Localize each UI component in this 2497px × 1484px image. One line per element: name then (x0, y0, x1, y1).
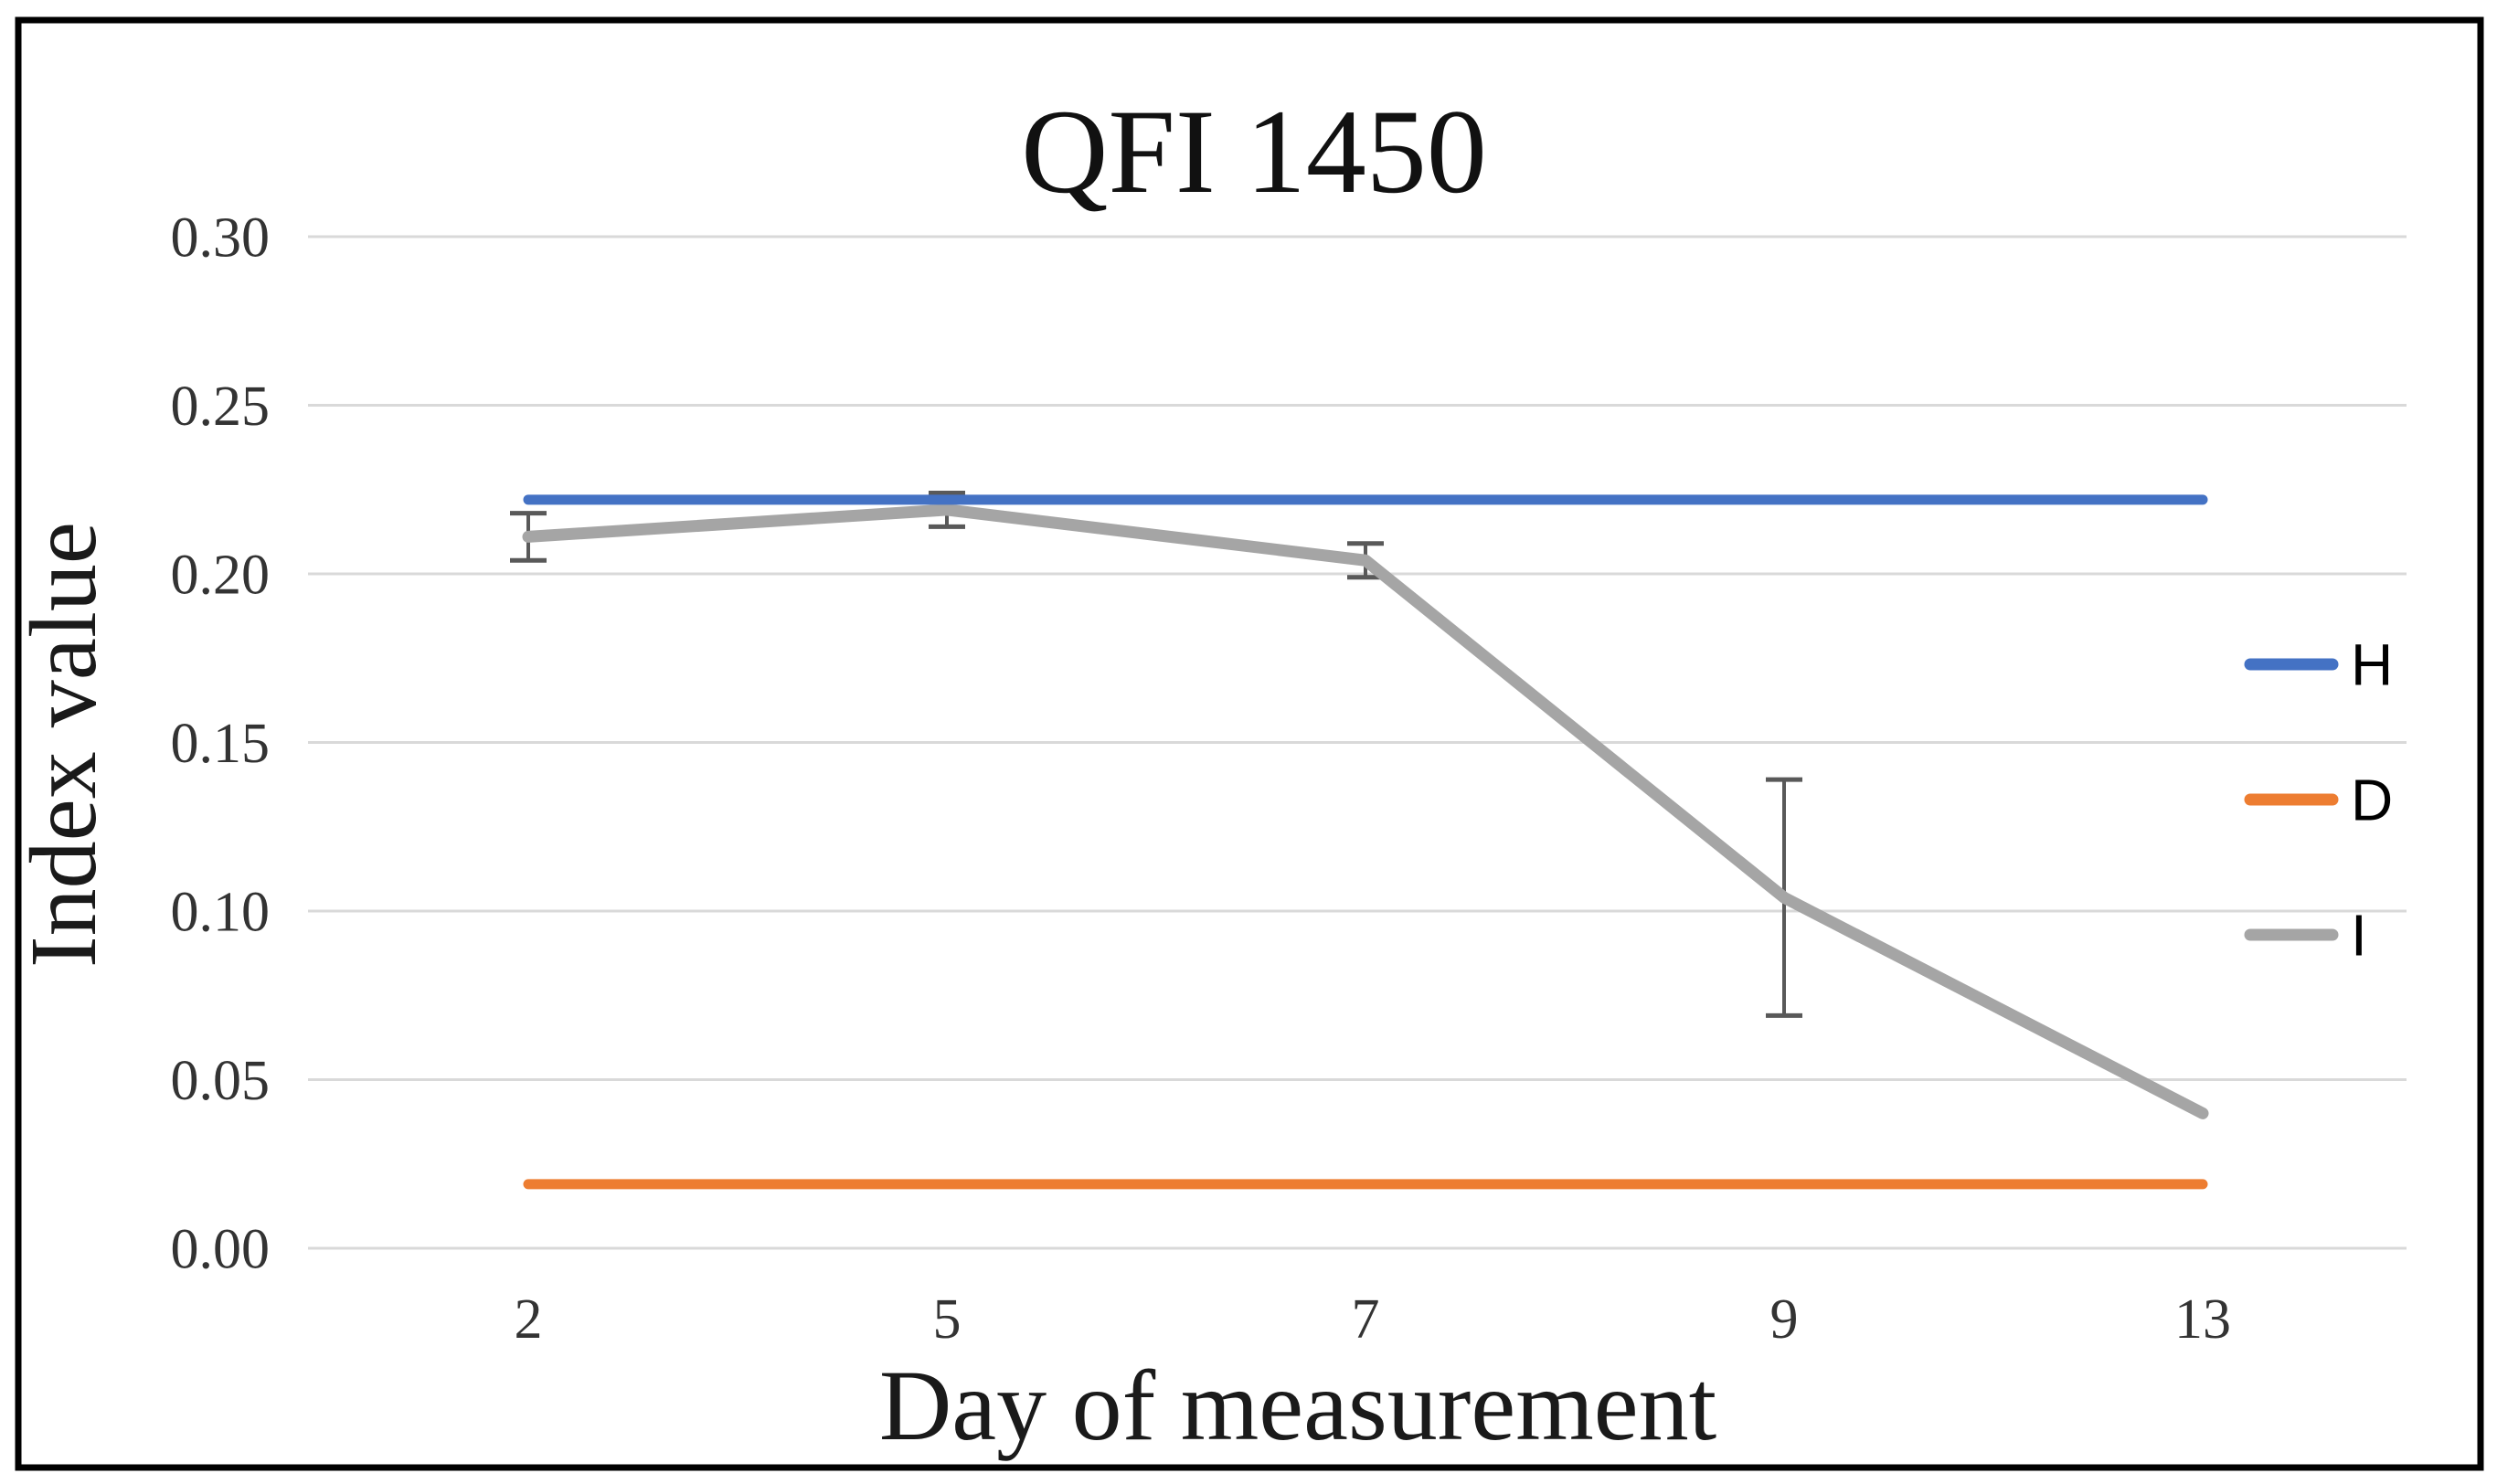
x-axis-tick-labels: 2 5 7 9 13 (515, 1288, 2232, 1351)
legend-item-D: D (2244, 767, 2393, 832)
y-tick-label: 0.15 (171, 713, 271, 775)
x-tick-label: 2 (515, 1288, 543, 1351)
legend-item-I: I (2244, 902, 2367, 968)
series-lines (522, 494, 2209, 1190)
x-tick-label: 7 (1352, 1288, 1380, 1351)
y-tick-label: 0.00 (171, 1219, 271, 1281)
x-tick-label: 13 (2174, 1288, 2231, 1351)
x-axis-title: Day of measurement (879, 1350, 1716, 1461)
legend: H D I (2244, 631, 2393, 968)
legend-item-H: H (2244, 631, 2393, 697)
gridlines (308, 235, 2407, 1250)
y-axis-tick-labels: 0.00 0.05 0.10 0.15 0.20 0.25 0.30 (171, 207, 271, 1281)
error-bars (510, 490, 1802, 1018)
y-tick-label: 0.20 (171, 545, 271, 607)
y-axis-title: Index value (11, 522, 116, 968)
x-tick-label: 9 (1770, 1288, 1799, 1351)
legend-label-D: D (2351, 767, 2393, 832)
legend-label-I: I (2351, 902, 2367, 968)
legend-label-H: H (2351, 631, 2393, 697)
y-tick-label: 0.25 (171, 376, 271, 438)
y-tick-label: 0.05 (171, 1050, 271, 1112)
figure-border (15, 16, 2484, 1471)
y-tick-label: 0.30 (171, 207, 271, 270)
y-tick-label: 0.10 (171, 882, 271, 944)
chart-title: QFI 1450 (1021, 84, 1487, 218)
x-tick-label: 5 (933, 1288, 962, 1351)
series-I-line (522, 504, 2209, 1119)
